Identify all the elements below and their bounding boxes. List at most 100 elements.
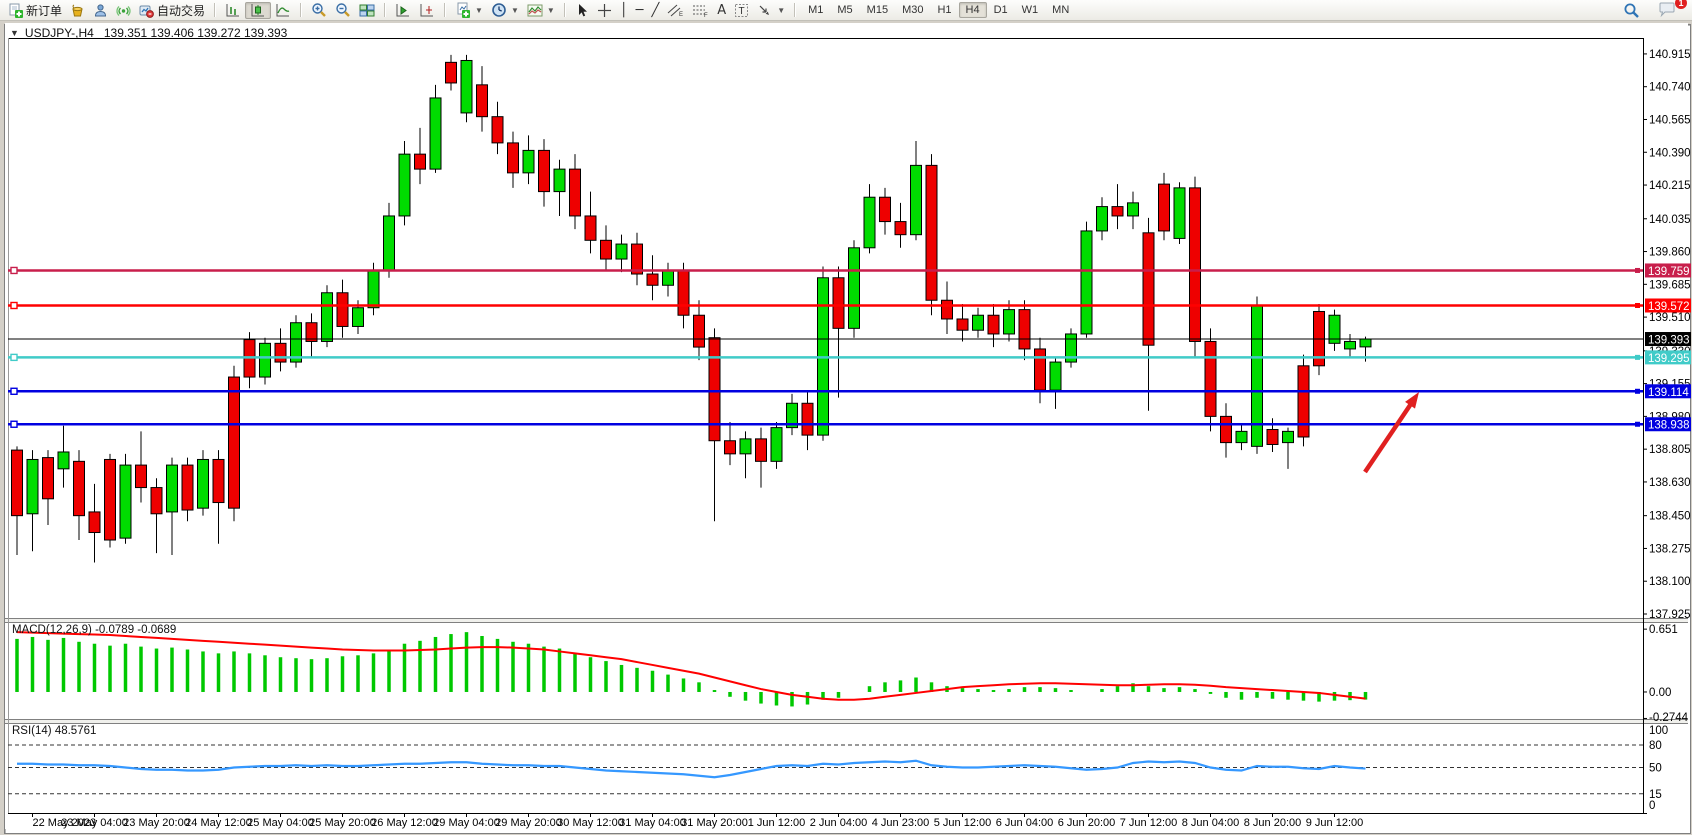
svg-text:T: T [739,6,745,17]
svg-text:1 Jun 12:00: 1 Jun 12:00 [748,817,806,829]
dropdown-caret-icon: ▼ [546,5,555,15]
svg-text:0.651: 0.651 [1649,624,1678,636]
chart-symbol-header: ▼ USDJPY-,H4 139.351 139.406 139.272 139… [10,26,287,40]
line-chart-icon [275,3,291,18]
fibonacci-icon: F [692,3,709,19]
macd-pane: 0.651 0.00 -0.2744 [15,624,1689,724]
svg-text:25 May 20:00: 25 May 20:00 [309,817,376,829]
bar-chart-icon [225,3,241,18]
timeframe-button-w1[interactable]: W1 [1021,4,1039,16]
candlestick-chart-icon [250,3,266,18]
community-profile-button[interactable] [89,2,112,19]
timeframe-switcher: M1 M5 M15 M30 H1 H4 D1 W1 MN [801,0,1076,20]
timeframe-button-m5[interactable]: M5 [837,4,853,16]
svg-text:0: 0 [1649,800,1655,812]
macd-indicator-label: MACD(12,26,9) -0.0789 -0.0689 [12,624,177,636]
svg-text:138.938: 138.938 [1648,420,1690,432]
text-label-icon: T [734,3,749,18]
toolbar-separator [794,3,797,17]
svg-text:15: 15 [1649,789,1662,801]
profile-person-icon [93,3,108,18]
timeframe-button-m1[interactable]: M1 [808,4,824,16]
text-icon: A [717,2,727,18]
auto-trading-label: 自动交易 [157,3,206,18]
signals-button[interactable] [112,2,135,19]
svg-text:100: 100 [1649,725,1668,737]
svg-text:F: F [704,13,708,18]
svg-text:139.759: 139.759 [1648,266,1690,278]
horizontal-line-tool-button[interactable]: ─ [632,2,648,19]
periods-button[interactable]: ▼ [487,2,523,19]
svg-text:31 May 20:00: 31 May 20:00 [681,817,748,829]
chat-bubble-icon [1658,2,1676,18]
dropdown-caret-icon: ▼ [777,5,786,15]
annotation-arrow[interactable] [1363,392,1419,474]
signal-broadcast-icon [116,3,131,18]
toolbar-separator [563,3,566,17]
auto-trading-button[interactable]: 自动交易 [135,2,209,19]
channel-tool-button[interactable]: E [663,2,688,19]
vertical-line-icon: │ [619,2,628,18]
svg-text:139.685: 139.685 [1649,279,1691,291]
add-indicator-icon [455,2,471,18]
vertical-line-tool-button[interactable]: │ [616,2,632,19]
search-button[interactable] [1619,2,1644,19]
text-tool-button[interactable]: A [713,2,730,19]
timeframe-button-m15[interactable]: M15 [866,4,889,16]
templates-button[interactable]: ▼ [523,2,559,19]
svg-text:9 Jun 12:00: 9 Jun 12:00 [1306,817,1364,829]
svg-text:137.925: 137.925 [1649,609,1691,621]
arrows-tool-button[interactable]: ▼ [753,2,789,19]
zoom-in-button[interactable] [307,2,331,19]
text-label-tool-button[interactable]: T [730,2,753,19]
cursor-tool-button[interactable] [571,2,593,19]
svg-text:0.00: 0.00 [1649,687,1671,699]
svg-text:140.915: 140.915 [1649,49,1691,61]
add-indicator-button[interactable]: ▼ [451,2,487,19]
crosshair-tool-button[interactable] [593,2,616,19]
svg-text:29 May 20:00: 29 May 20:00 [495,817,562,829]
paint-bucket-icon [70,3,85,18]
template-icon [527,3,543,18]
arrow-objects-icon [757,3,773,18]
zoom-in-icon [311,2,327,18]
timeframe-button-m30[interactable]: M30 [902,4,924,16]
svg-text:140.215: 140.215 [1649,180,1691,192]
svg-text:23 May 04:00: 23 May 04:00 [61,817,128,829]
zoom-out-icon [335,2,351,18]
svg-text:E: E [679,12,683,18]
toolbar-separator [214,3,217,17]
svg-text:139.393: 139.393 [1648,335,1690,347]
fibonacci-tool-button[interactable]: F [688,2,713,19]
tile-windows-button[interactable] [355,2,379,19]
line-chart-mode-button[interactable] [271,2,295,19]
styles-bucket-button[interactable] [66,2,89,19]
zoom-out-button[interactable] [331,2,355,19]
svg-text:138.630: 138.630 [1649,477,1691,489]
candlestick-mode-button[interactable] [245,1,272,19]
trendline-tool-button[interactable]: ╱ [647,2,663,19]
collapse-triangle-icon[interactable]: ▼ [10,28,19,38]
chart-autoscroll-button[interactable] [391,2,415,19]
chart-shift-button[interactable] [415,2,439,19]
cursor-arrow-icon [575,3,589,18]
timeframe-button-mn[interactable]: MN [1052,4,1070,16]
svg-text:4 Jun 23:00: 4 Jun 23:00 [872,817,930,829]
toolbar-separator [384,3,387,17]
notifications-button[interactable]: 1 [1654,0,1687,19]
dropdown-caret-icon: ▼ [510,5,519,15]
svg-text:24 May 12:00: 24 May 12:00 [185,817,252,829]
timeframe-button-h4[interactable]: H4 [958,2,987,18]
equidistant-channel-icon: E [667,3,684,18]
bar-chart-mode-button[interactable] [221,2,245,19]
svg-text:139.572: 139.572 [1648,301,1690,313]
timeframe-button-d1[interactable]: D1 [993,4,1008,16]
new-order-button[interactable]: 新订单 [4,2,66,19]
horizontal-level-lines[interactable]: 139.759 139.572 139.393 139.295 139.114 138.9… [8,263,1691,432]
autoscroll-icon [395,3,411,18]
tile-windows-icon [359,3,375,18]
timeframe-button-h1[interactable]: H1 [937,4,952,16]
svg-text:6 Jun 20:00: 6 Jun 20:00 [1058,817,1116,829]
